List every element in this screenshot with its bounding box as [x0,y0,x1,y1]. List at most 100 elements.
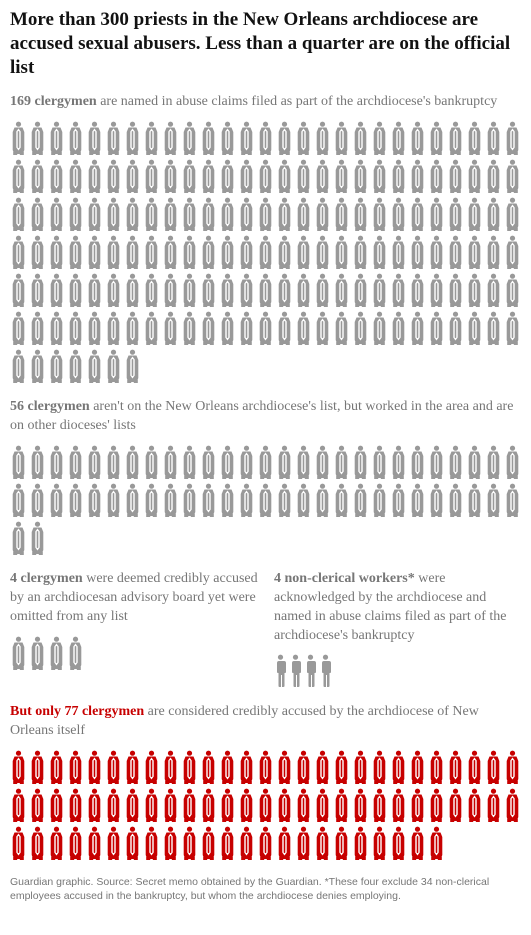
clergy-icon [390,196,407,232]
clergy-icon [504,158,521,194]
clergy-icon [485,234,502,270]
clergy-icon [371,234,388,270]
clergy-icon [466,749,483,785]
clergy-icon [143,444,160,480]
clergy-icon [162,749,179,785]
clergy-icon [485,272,502,308]
clergy-icon [333,272,350,308]
clergy-icon [466,196,483,232]
clergy-icon [162,234,179,270]
clergy-icon [352,749,369,785]
clergy-icon [447,749,464,785]
clergy-icon [105,234,122,270]
clergy-icon [105,272,122,308]
clergy-icon [67,749,84,785]
clergy-icon [124,787,141,823]
clergy-icon [276,310,293,346]
clergy-icon [485,787,502,823]
clergy-icon [257,444,274,480]
clergy-icon [485,196,502,232]
clergy-icon [333,234,350,270]
clergy-icon [124,196,141,232]
icons-169 [10,120,521,384]
clergy-icon [333,444,350,480]
clergy-icon [295,825,312,861]
clergy-icon [352,787,369,823]
clergy-icon [390,825,407,861]
clergy-icon [371,120,388,156]
clergy-icon [200,787,217,823]
clergy-icon [86,825,103,861]
clergy-icon [162,310,179,346]
clergy-icon [409,444,426,480]
clergy-icon [124,120,141,156]
clergy-icon [314,825,331,861]
clergy-icon [352,196,369,232]
label-169: 169 clergymen are named in abuse claims … [10,93,521,112]
clergy-icon [390,234,407,270]
clergy-icon [29,158,46,194]
clergy-icon [29,234,46,270]
clergy-icon [428,310,445,346]
section-4-clergy: 4 clergymen were deemed credibly accused… [10,570,258,690]
clergy-icon [333,120,350,156]
clergy-icon [447,787,464,823]
clergy-icon [257,158,274,194]
clergy-icon [238,787,255,823]
clergy-icon [314,482,331,518]
clergy-icon [67,234,84,270]
clergy-icon [29,444,46,480]
clergy-icon [48,120,65,156]
clergy-icon [86,348,103,384]
clergy-icon [10,520,27,556]
clergy-icon [143,825,160,861]
clergy-icon [257,825,274,861]
clergy-icon [162,787,179,823]
clergy-icon [86,749,103,785]
clergy-icon [181,196,198,232]
clergy-icon [86,272,103,308]
clergy-icon [428,749,445,785]
clergy-icon [390,158,407,194]
clergy-icon [200,120,217,156]
clergy-icon [504,310,521,346]
clergy-icon [276,272,293,308]
clergy-icon [143,749,160,785]
clergy-icon [447,310,464,346]
clergy-icon [48,310,65,346]
clergy-icon [466,120,483,156]
clergy-icon [219,272,236,308]
clergy-icon [48,444,65,480]
clergy-icon [162,272,179,308]
clergy-icon [200,482,217,518]
clergy-icon [314,444,331,480]
clergy-icon [162,825,179,861]
clergy-icon [257,234,274,270]
clergy-icon [333,749,350,785]
label-77: But only 77 clergymen are considered cre… [10,703,521,741]
clergy-icon [447,444,464,480]
clergy-icon [352,158,369,194]
clergy-icon [276,749,293,785]
clergy-icon [428,158,445,194]
clergy-icon [295,787,312,823]
clergy-icon [238,272,255,308]
clergy-icon [504,272,521,308]
clergy-icon [257,787,274,823]
clergy-icon [10,158,27,194]
clergy-icon [67,310,84,346]
clergy-icon [67,348,84,384]
clergy-icon [390,787,407,823]
clergy-icon [200,272,217,308]
clergy-icon [390,272,407,308]
clergy-icon [276,196,293,232]
clergy-icon [314,787,331,823]
clergy-icon [219,234,236,270]
clergy-icon [200,444,217,480]
clergy-icon [105,348,122,384]
clergy-icon [257,120,274,156]
clergy-icon [86,120,103,156]
clergy-icon [181,120,198,156]
clergy-icon [238,825,255,861]
clergy-icon [466,234,483,270]
